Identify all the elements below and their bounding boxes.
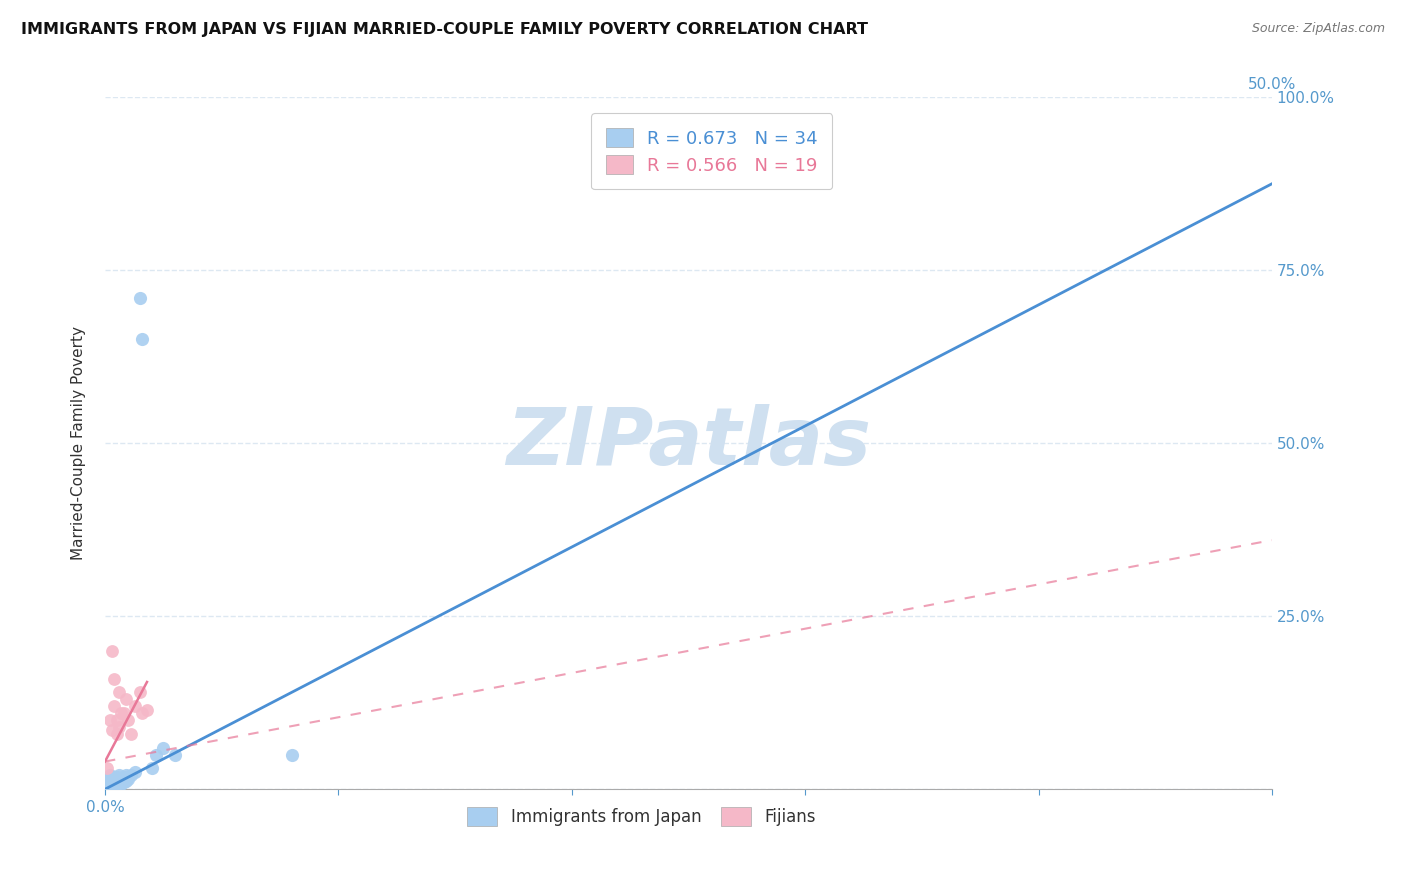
Point	[120, 768, 142, 782]
Point	[152, 740, 174, 755]
Point	[98, 713, 121, 727]
Point	[98, 775, 121, 789]
Point	[280, 747, 302, 762]
Point	[120, 727, 142, 741]
Text: Source: ZipAtlas.com: Source: ZipAtlas.com	[1251, 22, 1385, 36]
Point	[101, 644, 124, 658]
Text: IMMIGRANTS FROM JAPAN VS FIJIAN MARRIED-COUPLE FAMILY POVERTY CORRELATION CHART: IMMIGRANTS FROM JAPAN VS FIJIAN MARRIED-…	[21, 22, 868, 37]
Point	[112, 775, 135, 789]
Point	[117, 713, 139, 727]
Point	[131, 706, 153, 720]
Point	[110, 772, 132, 786]
Point	[108, 720, 131, 734]
Point	[108, 768, 131, 782]
Point	[103, 672, 125, 686]
Point	[96, 775, 118, 789]
Point	[115, 768, 138, 782]
Text: ZIPatlas: ZIPatlas	[506, 404, 870, 483]
Point	[103, 772, 125, 786]
Point	[117, 772, 139, 786]
Point	[131, 333, 153, 347]
Point	[129, 685, 152, 699]
Point	[129, 291, 152, 305]
Legend: Immigrants from Japan, Fijians: Immigrants from Japan, Fijians	[461, 801, 823, 833]
Point	[794, 114, 817, 128]
Point	[108, 775, 131, 789]
Point	[96, 779, 118, 793]
Point	[115, 773, 138, 788]
Point	[115, 692, 138, 706]
Point	[124, 699, 146, 714]
Point	[105, 777, 128, 791]
Point	[103, 775, 125, 789]
Point	[101, 723, 124, 738]
Point	[105, 713, 128, 727]
Point	[96, 762, 118, 776]
Point	[105, 727, 128, 741]
Point	[112, 770, 135, 784]
Point	[141, 762, 163, 776]
Point	[98, 779, 121, 793]
Point	[101, 777, 124, 791]
Point	[103, 778, 125, 792]
Y-axis label: Married-Couple Family Poverty: Married-Couple Family Poverty	[72, 326, 86, 560]
Point	[112, 706, 135, 720]
Point	[101, 773, 124, 788]
Point	[105, 770, 128, 784]
Point	[96, 772, 118, 786]
Point	[110, 777, 132, 791]
Point	[98, 768, 121, 782]
Point	[124, 764, 146, 779]
Point	[145, 747, 167, 762]
Point	[101, 770, 124, 784]
Point	[108, 685, 131, 699]
Point	[136, 703, 159, 717]
Point	[163, 747, 186, 762]
Point	[110, 706, 132, 720]
Point	[103, 699, 125, 714]
Point	[105, 773, 128, 788]
